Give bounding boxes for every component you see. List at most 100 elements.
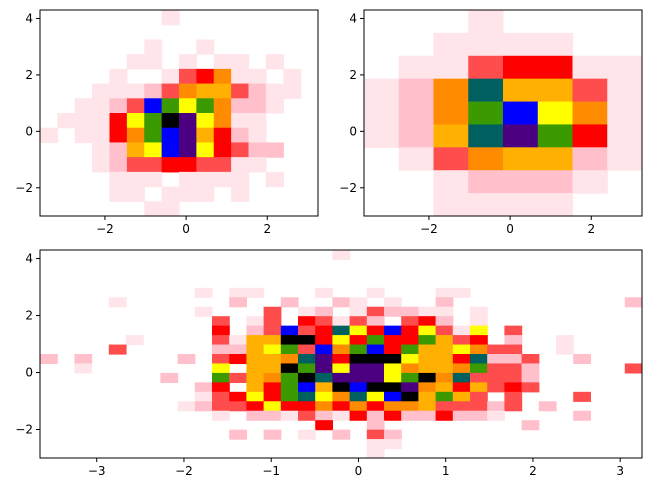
heatmap-cell bbox=[332, 382, 351, 393]
heatmap-cell bbox=[398, 78, 435, 103]
heatmap-cell bbox=[452, 363, 471, 374]
heatmap-cell bbox=[109, 68, 128, 85]
heatmap-cell bbox=[452, 335, 471, 346]
heatmap-cell bbox=[298, 382, 316, 393]
heatmap-cell bbox=[126, 54, 145, 70]
x-tick-label: 2 bbox=[263, 222, 271, 236]
heatmap-cell bbox=[468, 124, 504, 148]
heatmap-cell bbox=[246, 363, 265, 374]
heatmap-cell bbox=[332, 297, 351, 308]
heatmap-cell bbox=[144, 54, 163, 70]
axes-frame bbox=[39, 9, 319, 217]
heatmap-cell bbox=[366, 344, 385, 355]
heatmap-cell bbox=[418, 410, 437, 421]
heatmap-cell bbox=[384, 382, 402, 393]
heatmap-cell bbox=[503, 101, 539, 126]
heatmap-cell bbox=[109, 113, 128, 129]
heatmap-cell bbox=[246, 325, 265, 336]
heatmap-cell bbox=[384, 401, 402, 412]
heatmap-cell bbox=[572, 78, 608, 103]
heatmap-cell bbox=[212, 325, 230, 336]
heatmap-cell bbox=[349, 401, 368, 412]
heatmap-cell bbox=[212, 363, 230, 374]
heatmap-cell bbox=[263, 382, 282, 393]
heatmap-cell bbox=[246, 401, 265, 412]
heatmap-cell bbox=[196, 186, 215, 202]
y-tick-label: 0 bbox=[25, 366, 33, 380]
heatmap-cell bbox=[468, 55, 504, 80]
y-tick-label: −2 bbox=[15, 423, 33, 437]
heatmap-cell bbox=[607, 147, 642, 171]
heatmap-cell bbox=[194, 382, 213, 393]
heatmap-cell bbox=[470, 306, 488, 317]
heatmap-cell bbox=[607, 78, 642, 103]
heatmap-cell bbox=[349, 382, 368, 393]
heatmap-cell bbox=[435, 363, 454, 374]
heatmap-cell bbox=[470, 354, 488, 365]
heatmap-cell bbox=[108, 344, 127, 355]
heatmap-cell bbox=[398, 124, 435, 148]
heatmap-cell bbox=[229, 297, 247, 308]
heatmap-cell bbox=[401, 363, 419, 374]
heatmap-cell bbox=[231, 54, 250, 70]
heatmap-cell bbox=[280, 297, 299, 308]
heatmap-cell bbox=[470, 335, 488, 346]
heatmap-cell bbox=[92, 83, 111, 99]
heatmap-cell bbox=[196, 83, 215, 99]
heatmap-cell bbox=[108, 297, 127, 308]
heatmap-cell bbox=[246, 316, 265, 327]
heatmap-cell bbox=[109, 186, 128, 202]
heatmap-cell bbox=[179, 171, 197, 188]
heatmap-cell bbox=[398, 101, 435, 126]
heatmap-cell bbox=[384, 354, 402, 365]
heatmap-cell bbox=[231, 142, 250, 158]
heatmap-cell bbox=[265, 171, 284, 188]
heatmap-cell bbox=[144, 201, 163, 216]
heatmap-cell bbox=[537, 147, 574, 171]
heatmap-cell bbox=[144, 39, 163, 55]
heatmap-cell bbox=[624, 297, 642, 308]
heatmap-cell bbox=[263, 372, 282, 383]
y-tick-label: 4 bbox=[25, 252, 33, 266]
y-tick-label: 4 bbox=[25, 11, 33, 25]
heatmap-cell bbox=[521, 354, 540, 365]
heatmap-panel-top-right: −2 0 2 −2 0 2 4 bbox=[339, 9, 643, 236]
heatmap-cell bbox=[263, 391, 282, 402]
heatmap-cell bbox=[144, 157, 163, 173]
heatmap-cell bbox=[298, 401, 316, 412]
heatmap-cell bbox=[263, 316, 282, 327]
heatmap-cell bbox=[435, 382, 454, 393]
heatmap-cell bbox=[349, 297, 368, 308]
heatmap-cell bbox=[366, 439, 385, 450]
heatmap-cell bbox=[212, 391, 230, 402]
heatmap-cell bbox=[229, 401, 247, 412]
heatmap-cell bbox=[504, 372, 523, 383]
heatmap-cell bbox=[298, 410, 316, 421]
heatmap-cell bbox=[109, 98, 128, 114]
heatmap-cell bbox=[263, 410, 282, 421]
heatmap-cell bbox=[161, 68, 180, 85]
heatmap-cell bbox=[231, 83, 250, 99]
heatmap-cell bbox=[366, 325, 385, 336]
heatmap-cell bbox=[468, 170, 504, 194]
heatmap-cell bbox=[213, 142, 232, 158]
heatmap-cell bbox=[366, 354, 385, 365]
heatmap-cell bbox=[366, 382, 385, 393]
heatmap-cell bbox=[433, 124, 469, 148]
heatmap-cell bbox=[435, 391, 454, 402]
heatmap-cell bbox=[504, 335, 523, 346]
heatmap-cell bbox=[263, 325, 282, 336]
heatmap-cell bbox=[504, 363, 523, 374]
heatmap-cell bbox=[366, 410, 385, 421]
heatmap-cell bbox=[503, 124, 539, 148]
x-tick-label: −3 bbox=[88, 464, 106, 478]
x-tick-label: 1 bbox=[442, 464, 450, 478]
heatmap-cell bbox=[263, 306, 282, 317]
heatmap-panel-bottom: −3 −2 −1 0 1 2 3 −2 0 2 4 bbox=[15, 249, 643, 478]
heatmap-cell bbox=[366, 401, 385, 412]
heatmap-cell bbox=[213, 127, 232, 144]
heatmap-cell bbox=[92, 113, 111, 129]
heatmap-cell bbox=[229, 344, 247, 355]
heatmap-cell bbox=[452, 401, 471, 412]
heatmap-cell bbox=[298, 325, 316, 336]
